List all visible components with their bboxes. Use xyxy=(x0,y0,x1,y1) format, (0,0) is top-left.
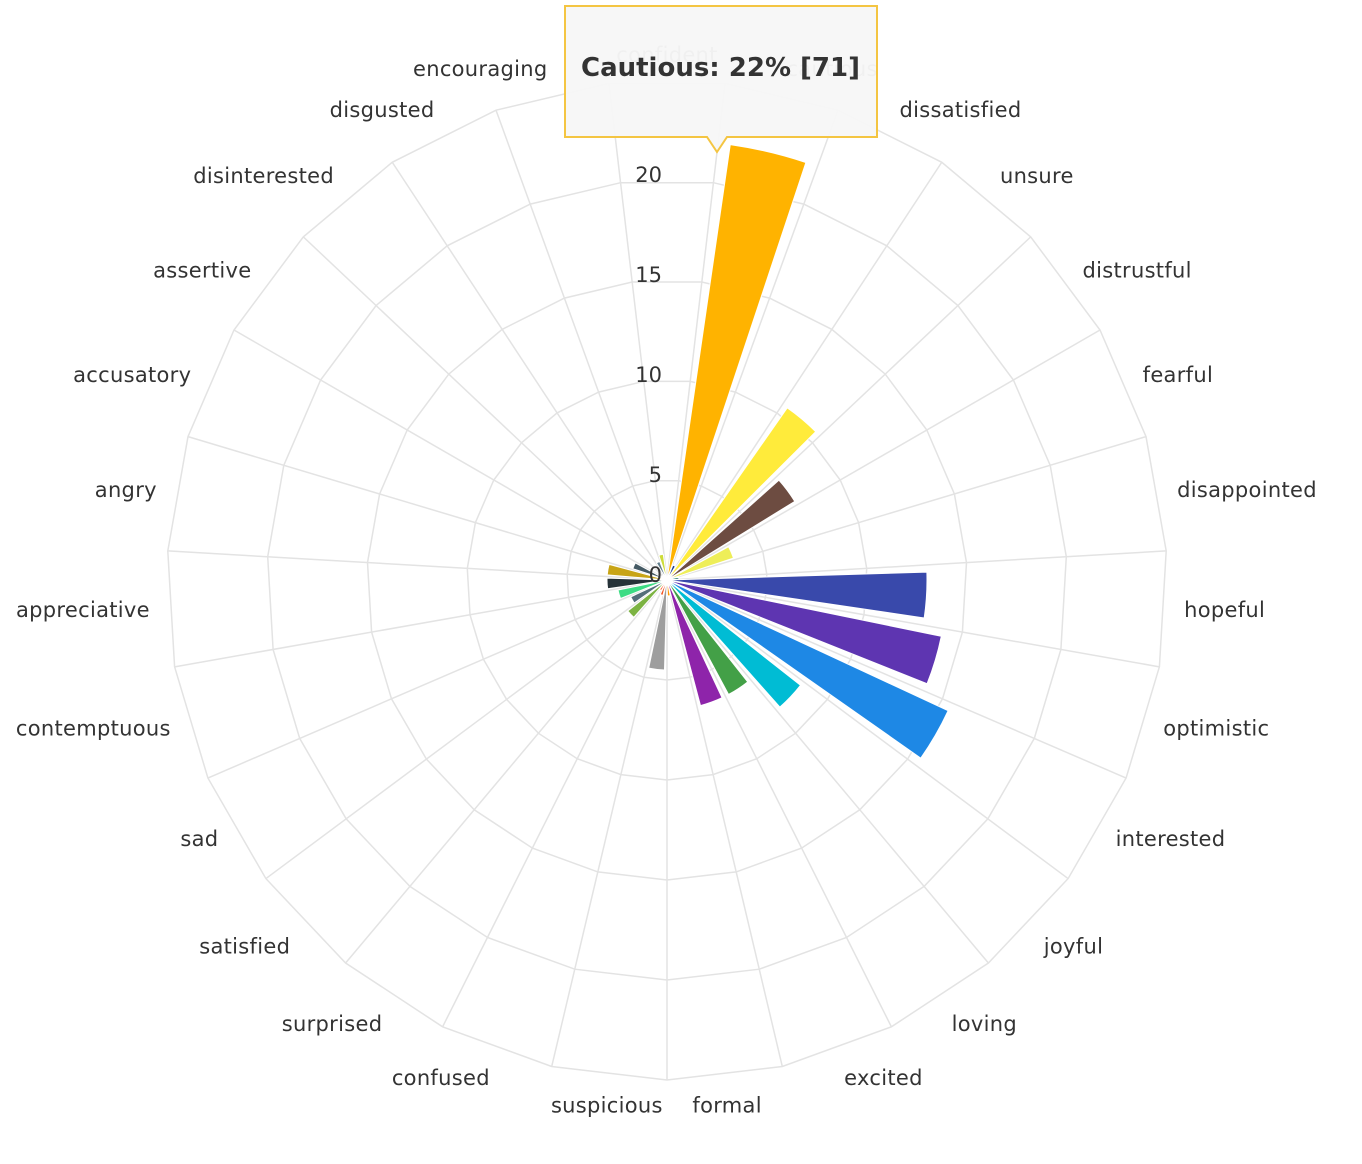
bar-contemptuous[interactable] xyxy=(617,579,668,600)
grid-spoke xyxy=(495,109,668,581)
grid-spoke xyxy=(666,579,989,964)
category-label-angry: angry xyxy=(95,478,157,502)
bar-satisfied[interactable] xyxy=(627,579,668,619)
grid-spoke xyxy=(666,236,1032,581)
polar-grid xyxy=(167,82,1167,1081)
tooltip-text: Cautious: 22% [71] xyxy=(580,53,860,83)
grid-ring xyxy=(266,181,1068,981)
category-label-accusatory: accusatory xyxy=(73,363,191,387)
category-label-excited: excited xyxy=(844,1066,923,1090)
bar-suspicious[interactable] xyxy=(648,579,668,671)
bar-optimistic[interactable] xyxy=(666,579,942,685)
grid-spoke xyxy=(666,579,1160,668)
grid-spoke xyxy=(666,579,893,1028)
category-label-contemptuous: contemptuous xyxy=(16,717,171,741)
category-label-unsure: unsure xyxy=(1000,164,1074,188)
bar-excited[interactable] xyxy=(666,579,723,707)
radial-tick-label: 20 xyxy=(635,163,662,187)
grid-spoke xyxy=(608,83,668,581)
category-label-disinterested: disinterested xyxy=(193,164,334,188)
category-label-disappointed: disappointed xyxy=(1177,478,1317,502)
grid-spoke xyxy=(550,579,668,1067)
grid-spoke xyxy=(666,579,784,1067)
grid-spoke xyxy=(666,161,943,581)
category-axis: confidentcautiousdissatisfiedunsuredistr… xyxy=(16,43,1317,1117)
grid-spoke xyxy=(167,550,668,581)
bar-series xyxy=(606,144,949,759)
bar-accusatory[interactable] xyxy=(632,562,668,581)
category-label-appreciative: appreciative xyxy=(16,598,150,622)
grid-ring xyxy=(167,82,1167,1081)
category-label-optimistic: optimistic xyxy=(1163,717,1269,741)
category-label-satisfied: satisfied xyxy=(199,934,290,958)
radial-tick-label: 5 xyxy=(649,463,662,487)
grid-ring xyxy=(366,281,968,881)
category-label-formal: formal xyxy=(692,1093,761,1117)
radial-tick-label: 15 xyxy=(635,263,662,287)
grid-spoke xyxy=(265,579,668,880)
grid-spoke xyxy=(441,579,668,1028)
grid-spoke xyxy=(666,550,1167,581)
category-label-suspicious: suspicious xyxy=(551,1093,663,1117)
category-label-surprised: surprised xyxy=(282,1012,383,1036)
category-label-encouraging: encouraging xyxy=(413,57,548,81)
bar-sad[interactable] xyxy=(630,579,668,604)
bar-disgusted[interactable] xyxy=(655,560,668,581)
grid-spoke xyxy=(302,236,668,581)
tooltip-bubble xyxy=(564,5,878,154)
grid-ring xyxy=(466,380,868,781)
category-label-fearful: fearful xyxy=(1143,363,1213,387)
bar-appreciative[interactable] xyxy=(606,577,668,590)
category-label-confused: confused xyxy=(392,1066,490,1090)
tooltip: Cautious: 22% [71] xyxy=(564,5,877,138)
bar-interested[interactable] xyxy=(666,579,949,759)
grid-spoke xyxy=(391,161,668,581)
grid-spoke xyxy=(666,579,1069,880)
radial-tick-label: 10 xyxy=(635,363,662,387)
grid-spoke xyxy=(187,435,668,581)
bar-cautious[interactable] xyxy=(666,144,807,581)
bar-disappointed[interactable] xyxy=(666,576,680,581)
category-label-dissatisfied: dissatisfied xyxy=(899,98,1021,122)
grid-spoke xyxy=(666,83,726,581)
grid-spoke xyxy=(666,329,1101,581)
grid-spoke xyxy=(345,579,668,964)
grid-spoke xyxy=(666,435,1147,581)
grid-spoke xyxy=(666,579,1127,779)
grid-spoke xyxy=(174,579,668,668)
category-label-interested: interested xyxy=(1116,827,1226,851)
bar-hopeful[interactable] xyxy=(666,571,928,619)
category-label-assertive: assertive xyxy=(153,259,251,283)
bar-formal[interactable] xyxy=(666,579,671,597)
bar-angry[interactable] xyxy=(606,563,668,581)
category-label-loving: loving xyxy=(952,1012,1017,1036)
bar-encouraging[interactable] xyxy=(658,553,668,581)
category-label-hopeful: hopeful xyxy=(1184,598,1265,622)
category-label-sad: sad xyxy=(180,827,218,851)
bar-unsure[interactable] xyxy=(666,407,817,581)
category-label-joyful: joyful xyxy=(1043,934,1103,958)
bar-fearful[interactable] xyxy=(666,546,735,581)
radial-axis: 0 5 10 15 20 xyxy=(635,163,662,587)
grid-spoke xyxy=(207,579,668,779)
category-label-distrustful: distrustful xyxy=(1082,259,1191,283)
bar-distrustful[interactable] xyxy=(666,479,796,581)
bar-joyful[interactable] xyxy=(666,579,802,708)
bar-loving[interactable] xyxy=(666,579,749,696)
grid-spoke xyxy=(666,109,839,581)
category-label-disgusted: disgusted xyxy=(330,98,435,122)
radial-tick-label: 0 xyxy=(649,563,662,587)
grid-spoke xyxy=(233,329,668,581)
